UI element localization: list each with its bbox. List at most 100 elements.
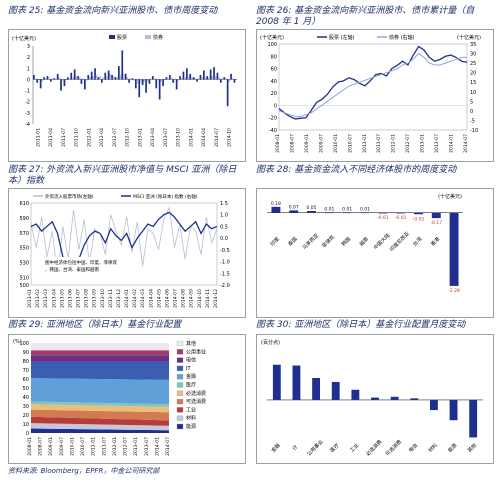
bar (46, 76, 49, 80)
bar (92, 76, 95, 80)
chart-title-26: 图表 26: 基金资金流向新兴亚洲股市、债市累计量（自 2008 年 1 月） (256, 6, 475, 27)
x-tick-label: 2009-01 (304, 134, 310, 153)
bar (187, 76, 190, 80)
y-axis-label: (%) (13, 339, 22, 345)
x-tick-label: 2014-07 (165, 437, 171, 456)
x-tick-label: 2014-01 (124, 289, 130, 308)
bar (107, 70, 110, 80)
x-tick-label: 2014-08 (181, 289, 187, 308)
y-tick-label-left: 40 (271, 79, 277, 85)
x-tick-label: 2013-02 (35, 289, 41, 308)
x-category-label: 泰国 (287, 236, 299, 248)
bar (53, 78, 56, 80)
series-line (278, 52, 467, 118)
bar (196, 79, 198, 82)
bar (213, 67, 215, 80)
bar (371, 397, 379, 400)
bar (209, 69, 212, 80)
bar (396, 212, 406, 214)
bar (104, 72, 107, 80)
y-tick-label-right: -1.0 (220, 260, 230, 266)
bar (182, 71, 185, 80)
bar (90, 71, 93, 80)
x-category-label: 必选消费 (364, 438, 383, 457)
bar (118, 66, 120, 80)
bar (410, 398, 419, 400)
bar (152, 76, 154, 80)
bar (111, 74, 113, 80)
y-tick-label: 3 (27, 44, 30, 50)
legend-label: 材料 (186, 415, 196, 422)
x-tick-label: 2008-07 (289, 134, 295, 153)
bar (116, 77, 118, 80)
bar (192, 77, 195, 80)
value-label: 0.01 (324, 206, 334, 212)
bar (162, 79, 164, 87)
x-tick-label: 2010-01 (333, 134, 339, 153)
plot-frame (30, 202, 218, 286)
y-tick-label-right: 0 (470, 109, 473, 115)
x-tick-label: 2014-10 (227, 128, 233, 147)
x-category-label: 印度尼西亚 (388, 230, 411, 253)
legend-label: 可选消费 (186, 398, 206, 405)
x-tick-label: 2014-03 (140, 289, 146, 308)
bar (160, 79, 163, 82)
x-category-label: 印度 (269, 236, 281, 248)
x-tick-label: 2014-11 (205, 289, 211, 308)
legend-swatch (176, 407, 184, 413)
legend-label: 必选消费 (186, 390, 206, 397)
y-tick-label-left: 80 (271, 54, 277, 60)
area-layer (31, 423, 169, 431)
y-tick-label-right: 0.0 (220, 236, 228, 242)
y-tick-label-right: 25 (470, 61, 476, 67)
y-axis-label-left: (十亿美元) (260, 34, 284, 41)
x-tick-label: 2013-01 (27, 289, 33, 308)
x-tick-label: 2014-06 (164, 289, 170, 308)
y-tick-label: 10 (23, 422, 29, 428)
bar (55, 78, 57, 80)
bar (223, 77, 226, 80)
chart-30-svg: (百分点) 金融 IT 公用事业 医疗 工业 必选消费 可选消费 电信 材料 能源 其他 (261, 339, 483, 457)
area-layer (31, 378, 169, 405)
x-tick-label: 2013-07 (434, 134, 440, 153)
y-tick-label-right: -5 (470, 118, 475, 124)
legend-swatch (145, 35, 151, 39)
legend-label: IT (186, 366, 191, 372)
y-tick-label-left: 610 (19, 201, 29, 207)
x-tick-label: 2012-01 (391, 134, 397, 153)
bar (179, 76, 181, 80)
x-tick-label: 2013-12 (116, 289, 122, 308)
x-category-label: 电信 (407, 442, 419, 454)
y-tick-label-right: -1.5 (220, 271, 230, 277)
bar (203, 70, 205, 80)
bar (220, 79, 222, 83)
x-tick-label: 2013-07 (163, 128, 169, 147)
bar (272, 364, 281, 400)
bar (324, 212, 334, 214)
bar (174, 78, 176, 80)
y-tick-label-right: -10 (470, 128, 478, 134)
bar (106, 76, 108, 80)
chart-26-svg: (十亿美元) (十亿美元)100806040200-20-403530252015… (260, 34, 481, 153)
bar (48, 77, 50, 80)
bar (126, 77, 129, 80)
y-tick-label-left: 510 (19, 276, 29, 282)
chart-panel-25: (十亿美元) 3 2 1 0 -1 -2 -3 -4 股票 债券 2011-01 2011-04 2011… (8, 29, 246, 162)
y-tick-label: 2 (27, 55, 30, 61)
bar (63, 79, 66, 87)
y-tick-label-left: 570 (19, 231, 29, 237)
series-line (278, 45, 468, 120)
x-tick-label: 2012-07 (123, 437, 129, 456)
x-tick-label: 2014-04 (201, 128, 207, 147)
x-tick-label: 2013-04 (51, 289, 57, 308)
y-tick-label: 60 (23, 377, 29, 383)
chart-panel-27: 610 590 570 550 530 510 500 1.5 1.0 0.5 0.0 -0.5 -1.… (8, 188, 246, 318)
legend-swatch (109, 35, 115, 39)
x-category-label: 材料 (427, 442, 439, 454)
bar (128, 79, 130, 83)
bar (289, 210, 299, 213)
bar (56, 73, 59, 80)
x-tick-label: 2014-04 (148, 289, 154, 308)
x-category-label: 其他 (466, 442, 478, 454)
